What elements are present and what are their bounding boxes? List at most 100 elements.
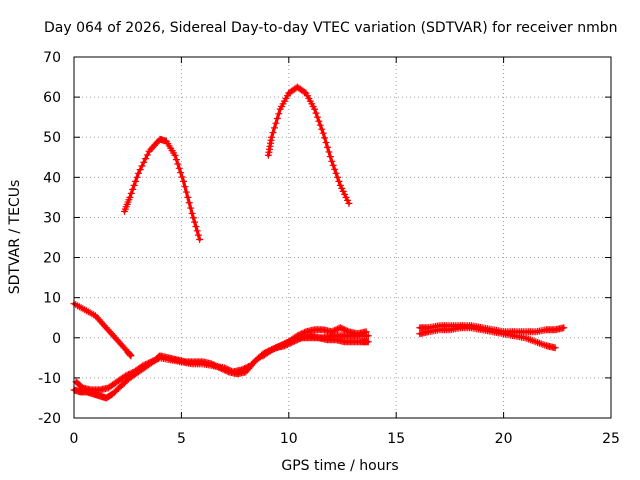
data-point [272, 119, 280, 127]
data-point [269, 129, 277, 137]
data-point [335, 177, 343, 185]
data-point [138, 162, 146, 170]
data-point [301, 88, 309, 96]
data-point [328, 157, 336, 165]
series-arc-5 [72, 332, 372, 394]
x-tick-label: 0 [70, 431, 79, 447]
data-point [194, 231, 202, 239]
series-arc-2 [120, 135, 204, 244]
data-point [362, 328, 370, 336]
data-point [177, 169, 185, 177]
y-tick-label: 40 [43, 170, 61, 186]
data-point [188, 209, 196, 217]
data-point [171, 151, 179, 159]
y-axis-ticks: -20 -10 0 10 20 30 40 50 60 70 [38, 50, 611, 427]
data-point [178, 173, 186, 181]
data-point [142, 155, 150, 163]
data-point [364, 338, 372, 346]
data-point [127, 189, 135, 197]
data-point [184, 193, 192, 201]
data-point [560, 324, 568, 332]
data-point [268, 133, 276, 141]
data-point [134, 169, 142, 177]
series-line [266, 85, 351, 205]
data-point [136, 166, 144, 174]
data-point [339, 187, 347, 195]
data-point [336, 181, 344, 189]
data-point [319, 129, 327, 137]
y-tick-label: 10 [43, 291, 61, 307]
data-point [126, 193, 134, 201]
data-point [130, 181, 138, 189]
series-arc-3 [264, 83, 353, 207]
data-point [551, 344, 559, 352]
data-point [338, 184, 346, 192]
data-point [311, 105, 319, 113]
data-point [312, 109, 320, 117]
y-tick-label: 30 [43, 210, 61, 226]
x-tick-label: 10 [280, 431, 298, 447]
data-point [189, 214, 197, 222]
data-point [129, 185, 137, 193]
chart-title: Day 064 of 2026, Sidereal Day-to-day VTE… [44, 20, 618, 36]
series-arc-8 [416, 324, 559, 352]
data-point [143, 151, 151, 159]
data-point [191, 218, 199, 226]
data-point [187, 204, 195, 212]
data-point [182, 188, 190, 196]
x-axis-ticks: 0 5 10 15 20 25 [70, 57, 620, 447]
data-point [196, 236, 204, 244]
y-tick-label: -20 [38, 411, 61, 427]
data-point [270, 124, 278, 132]
data-point [344, 196, 352, 204]
data-point [326, 153, 334, 161]
x-tick-label: 5 [177, 431, 186, 447]
data-point [316, 121, 324, 129]
data-point [181, 183, 189, 191]
data-point [318, 125, 326, 133]
x-axis-label: GPS time / hours [281, 458, 398, 474]
data-point [192, 222, 200, 230]
data-point [273, 115, 281, 123]
grid [74, 57, 611, 418]
data-point [332, 169, 340, 177]
data-point [185, 199, 193, 207]
data-point [315, 117, 323, 125]
data-point [333, 173, 341, 181]
data-point [322, 139, 330, 147]
y-tick-label: 70 [43, 50, 61, 66]
data-point [175, 164, 183, 172]
data-point [329, 161, 337, 169]
data-point [172, 156, 180, 164]
y-tick-label: -10 [38, 371, 61, 387]
y-tick-label: 60 [43, 90, 61, 106]
x-tick-label: 20 [495, 431, 513, 447]
data-point [140, 158, 148, 166]
data-point [193, 227, 201, 235]
data-point [341, 190, 349, 198]
x-tick-label: 25 [602, 431, 620, 447]
data-point [275, 110, 283, 118]
data-point [174, 160, 182, 168]
data-point [325, 148, 333, 156]
x-tick-label: 15 [387, 431, 405, 447]
data-point [323, 143, 331, 151]
data-point [331, 165, 339, 173]
data-point [321, 134, 329, 142]
data-point [133, 173, 141, 181]
y-tick-label: 20 [43, 251, 61, 267]
data-point [345, 199, 353, 207]
data-point [127, 352, 135, 360]
plot-frame [73, 56, 612, 419]
series-arc-6 [259, 324, 370, 360]
series-arc-1 [70, 300, 135, 360]
y-axis-label: SDTVAR / TECUs [7, 180, 23, 295]
data-point [180, 177, 188, 185]
data-point [364, 332, 372, 340]
data-point [342, 193, 350, 201]
data-point [132, 177, 140, 185]
y-tick-label: 0 [52, 331, 61, 347]
data-point [313, 113, 321, 121]
series-layer [70, 83, 568, 402]
